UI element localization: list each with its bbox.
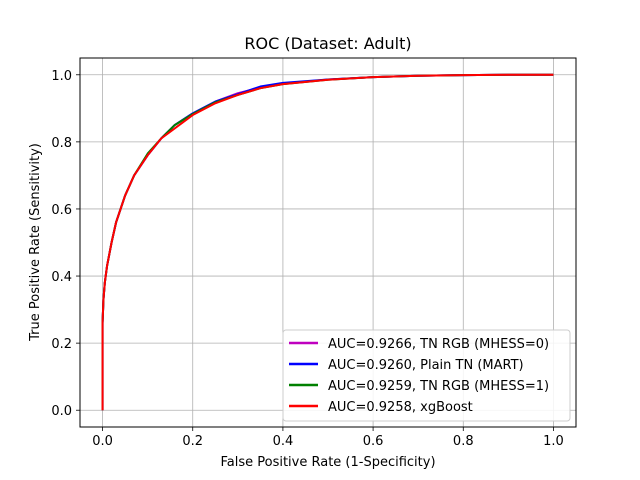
x-tick-label: 0.0 [92, 434, 113, 449]
x-axis-title: False Positive Rate (1-Specificity) [220, 455, 435, 470]
plot-frame [79, 57, 577, 428]
y-tick-label: 0.0 [51, 404, 72, 419]
grid-lines [80, 58, 576, 427]
chart-title: ROC (Dataset: Adult) [244, 34, 411, 53]
legend-box [282, 329, 571, 422]
y-tick-label: 0.2 [51, 337, 72, 352]
x-tick-label: 0.6 [363, 434, 384, 449]
x-tick-label: 0.2 [182, 434, 203, 449]
y-tick-label: 0.8 [51, 136, 72, 151]
legend-label-2: AUC=0.9260, Plain TN (MART) [328, 358, 524, 373]
legend-label-1: AUC=0.9266, TN RGB (MHESS=0) [328, 337, 549, 352]
legend-label-3: AUC=0.9259, TN RGB (MHESS=1) [328, 379, 549, 394]
y-ticks: 0.0 0.2 0.4 0.6 0.8 1.0 [51, 69, 80, 419]
y-tick-label: 0.6 [51, 203, 72, 218]
x-tick-label: 1.0 [543, 434, 564, 449]
x-ticks: 0.0 0.2 0.4 0.6 0.8 1.0 [92, 427, 564, 449]
series-line-4 [101, 73, 554, 411]
legend-label-4: AUC=0.9258, xgBoost [328, 400, 473, 415]
legend: AUC=0.9266, TN RGB (MHESS=0) AUC=0.9260, … [282, 329, 571, 422]
y-tick-label: 1.0 [51, 69, 72, 84]
series-lines [101, 73, 554, 411]
y-axis-title: True Positive Rate (Sensitivity) [28, 143, 43, 342]
x-tick-label: 0.8 [453, 434, 474, 449]
y-tick-label: 0.4 [51, 270, 72, 285]
x-tick-label: 0.4 [273, 434, 294, 449]
